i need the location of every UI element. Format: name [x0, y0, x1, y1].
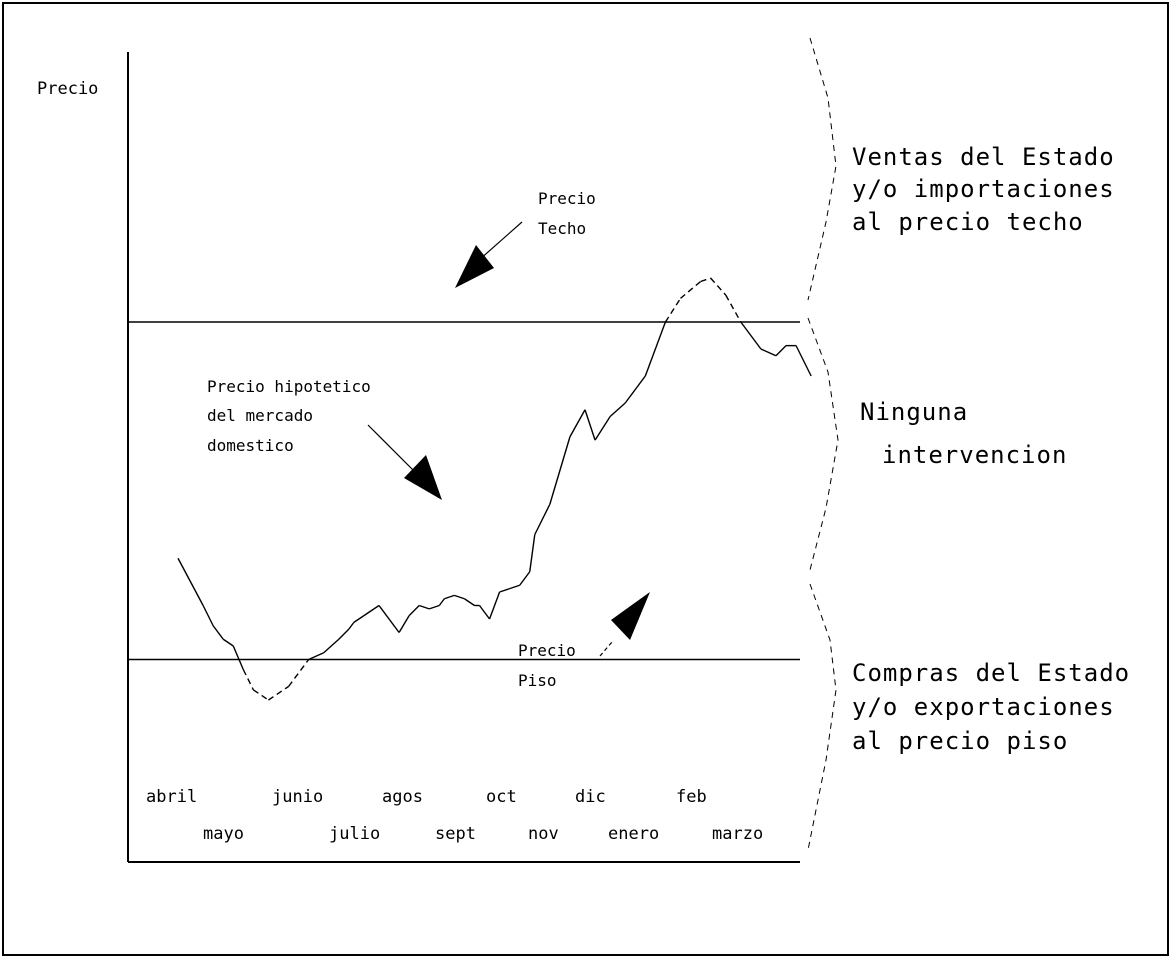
series-segment-dashed: [710, 277, 727, 296]
ceiling-annotation-line-1: Precio: [538, 189, 596, 208]
series-segment: [775, 345, 787, 357]
series-segment: [644, 321, 667, 377]
series-segment: [569, 409, 586, 438]
series-segment: [464, 598, 475, 607]
floor-arrow-shaft: [599, 641, 613, 657]
series-segment: [177, 557, 204, 606]
series-segment: [740, 321, 762, 350]
series-segment: [429, 604, 440, 610]
series-segment: [438, 598, 445, 606]
series-segment-dashed: [680, 280, 702, 299]
zone-bottom-line-2: y/o exportaciones: [852, 693, 1115, 721]
series-segment-dashed: [664, 297, 682, 323]
zone-top-line-3: al precio techo: [852, 208, 1084, 236]
x-tick-label: enero: [608, 824, 659, 844]
x-tick-label: oct: [486, 787, 517, 807]
x-tick-label: feb: [676, 787, 707, 807]
series-segment: [509, 584, 520, 590]
brace-middle: [807, 317, 839, 571]
series-segment: [594, 416, 611, 441]
series-segment-dashed: [700, 277, 711, 283]
zone-middle-line-2: intervencion: [882, 441, 1067, 469]
hypothetical-annotation-line-3: domestico: [207, 436, 294, 455]
series-segment: [323, 638, 340, 654]
x-tick-label: mayo: [203, 824, 244, 844]
series-segment-dashed: [287, 659, 310, 687]
floor-annotation-line-1: Precio: [518, 641, 576, 660]
series-segment: [549, 436, 571, 505]
series-segment: [408, 605, 420, 617]
zone-middle-line-1: Ninguna: [860, 398, 968, 426]
series-segment: [232, 645, 244, 670]
series-segment: [373, 604, 380, 610]
series-segment: [478, 605, 491, 620]
x-tick-label: dic: [575, 787, 606, 807]
x-axis-month-labels: abril junio agos oct dic feb mayo julio sept nov e…: [146, 787, 763, 844]
series-segment: [222, 638, 234, 647]
series-segment: [488, 591, 501, 620]
series-segment: [398, 615, 410, 633]
series-segment: [609, 402, 626, 418]
series-segment: [454, 594, 465, 600]
series-segment: [338, 628, 350, 640]
series-segment: [363, 608, 375, 617]
series-segment-dashed: [725, 294, 742, 323]
x-tick-label: agos: [382, 787, 423, 807]
hypothetical-price-series: [177, 277, 812, 701]
series-segment-dashed: [252, 689, 269, 701]
floor-annotation-line-2: Piso: [518, 671, 557, 690]
zone-top-line-2: y/o importaciones: [852, 175, 1115, 203]
series-segment: [499, 587, 510, 593]
y-axis-label: Precio: [37, 79, 98, 99]
series-segment: [348, 621, 355, 630]
x-tick-label: marzo: [712, 824, 763, 844]
series-segment: [378, 605, 400, 633]
series-segment: [795, 345, 812, 377]
x-tick-label: abril: [146, 787, 197, 807]
x-tick-label: junio: [272, 787, 323, 807]
hypothetical-annotation-line-1: Precio hipotetico: [207, 377, 371, 396]
x-tick-label: julio: [329, 824, 380, 844]
floor-arrow-head: [611, 592, 650, 640]
series-segment: [534, 503, 551, 535]
hypothetical-arrow-head: [404, 455, 442, 500]
zone-bottom-line-3: al precio piso: [852, 727, 1068, 755]
ceiling-arrow-head: [455, 245, 494, 288]
series-segment: [584, 409, 596, 441]
series-segment-dashed: [242, 669, 255, 691]
hypothetical-annotation-line-2: del mercado: [207, 406, 313, 425]
series-segment: [202, 605, 214, 627]
series-segment: [418, 604, 430, 610]
x-tick-label: sept: [435, 824, 476, 844]
brace-bottom: [807, 583, 837, 851]
brace-top: [807, 37, 837, 301]
x-tick-label: nov: [528, 824, 559, 844]
series-segment: [444, 594, 455, 600]
series-segment: [624, 375, 646, 404]
hypothetical-arrow-shaft: [367, 424, 419, 476]
series-segment: [519, 571, 531, 586]
series-segment: [353, 615, 365, 623]
zone-top-line-1: Ventas del Estado: [852, 143, 1115, 171]
series-segment-dashed: [268, 685, 289, 701]
series-segment: [212, 625, 224, 640]
series-segment: [760, 348, 777, 357]
series-segment: [308, 652, 325, 661]
ceiling-annotation-line-2: Techo: [538, 219, 586, 238]
series-segment: [529, 534, 536, 572]
zone-bottom-line-1: Compras del Estado: [852, 659, 1130, 687]
